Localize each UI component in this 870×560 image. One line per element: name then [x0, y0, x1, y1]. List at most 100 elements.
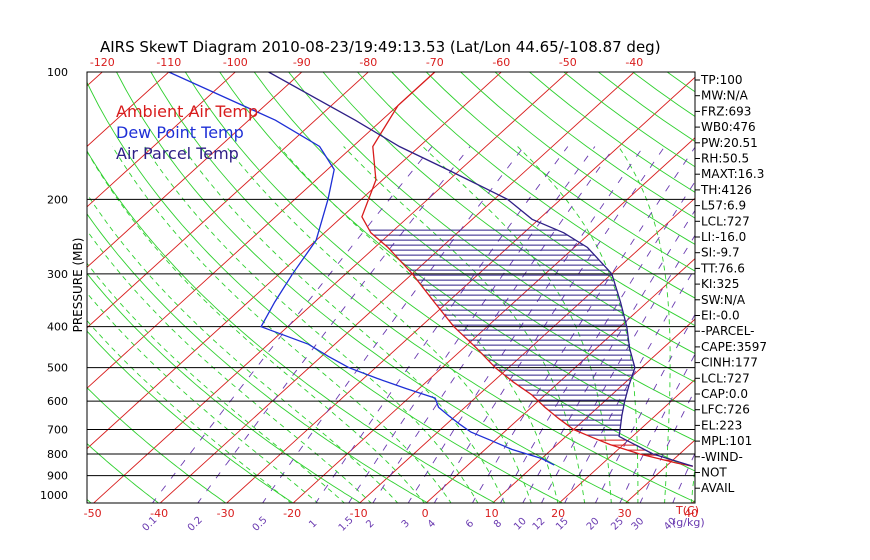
mixing-ratio-tick-label: 12 — [531, 516, 548, 533]
moist-adiabat-line — [87, 150, 425, 503]
chart-title: AIRS SkewT Diagram 2010-08-23/19:49:13.5… — [100, 38, 661, 56]
dry-adiabat-line — [87, 81, 564, 503]
stat-label: LCL:727 — [701, 371, 750, 385]
isotherm-line — [292, 137, 695, 503]
isotherm-line — [87, 72, 303, 268]
stat-label: RH:50.5 — [701, 152, 749, 166]
dry-adiabat-line — [219, 72, 695, 442]
stat-label: CAP:0.0 — [701, 387, 748, 401]
dry-adiabat-line — [460, 72, 695, 245]
dew-point-temp-line — [168, 72, 555, 466]
top-temperature-tick-label: -100 — [223, 56, 248, 69]
pressure-tick-label: 100 — [47, 66, 68, 79]
bottom-axis-unit: T(C) — [675, 504, 699, 517]
isotherm-line — [87, 72, 170, 147]
pressure-tick-label: 200 — [47, 193, 68, 206]
mixing-ratio-tick-label: 1 — [307, 518, 319, 530]
dry-adiabat-line — [87, 387, 227, 503]
pressure-tick-label: 900 — [47, 470, 68, 483]
isotherm-line — [159, 72, 635, 503]
dry-adiabat-line — [666, 72, 695, 93]
bottom-temperature-tick-label: 40 — [684, 507, 698, 520]
stat-label: AVAIL — [701, 481, 735, 495]
bottom-temperature-tick-label: 30 — [618, 507, 632, 520]
moist-adiabat-line — [87, 193, 399, 503]
isotherm-line — [87, 72, 502, 450]
dry-adiabat-line — [288, 72, 695, 383]
bottom-temperature-tick-label: -40 — [150, 507, 168, 520]
top-temperature-tick-label: -50 — [559, 56, 577, 69]
plot-frame — [86, 71, 696, 504]
dry-adiabat-line — [150, 72, 695, 503]
stat-label: WB0:476 — [701, 120, 756, 134]
bottom-temperature-tick-label: -50 — [84, 507, 102, 520]
stat-label: EI:-0.0 — [701, 309, 740, 323]
isotherm-line — [93, 72, 569, 503]
ambient-air-temp-line — [361, 72, 693, 467]
mixing-ratio-tick-label: 4 — [426, 518, 438, 530]
bottom-temperature-tick-label: -20 — [283, 507, 301, 520]
legend-air-parcel-temp: Air Parcel Temp — [116, 144, 239, 163]
stat-label: MPL:101 — [701, 434, 752, 448]
dry-adiabat-line — [87, 330, 294, 503]
stat-label: FRZ:693 — [701, 104, 751, 118]
top-temperature-tick-label: -80 — [359, 56, 377, 69]
dry-adiabat-line — [322, 72, 695, 355]
isotherm-line — [758, 53, 870, 504]
dry-adiabat-line — [87, 443, 160, 503]
isotherm-line — [558, 378, 695, 503]
pressure-tick-label: 700 — [47, 423, 68, 436]
stat-label: LFC:726 — [701, 403, 750, 417]
isotherm-line — [492, 318, 695, 503]
isotherm-line — [425, 258, 695, 503]
top-temperature-tick-label: -40 — [625, 56, 643, 69]
dry-adiabat-line — [87, 150, 497, 503]
stat-label: NOT — [701, 466, 727, 480]
air-parcel-temp-line — [268, 72, 693, 467]
isotherm-line — [87, 72, 369, 329]
mixing-ratio-tick-label: 2 — [364, 518, 376, 530]
stat-label: TT:76.6 — [700, 261, 745, 275]
mixing-ratio-line — [197, 146, 471, 503]
dry-adiabat-line — [87, 213, 429, 503]
stat-label: -WIND- — [701, 450, 743, 464]
pressure-tick-label: 600 — [47, 395, 68, 408]
bottom-temperature-tick-label: 20 — [551, 507, 565, 520]
top-temperature-tick-label: -90 — [293, 56, 311, 69]
top-temperature-tick-label: -70 — [426, 56, 444, 69]
stat-label: TP:100 — [700, 73, 743, 87]
moist-adiabat-line — [144, 146, 479, 503]
stat-label: SW:N/A — [701, 293, 746, 307]
dry-adiabat-line — [184, 72, 695, 472]
top-temperature-tick-label: -60 — [492, 56, 510, 69]
mixing-ratio-tick-label: 0.5 — [251, 515, 270, 534]
legend-dew-point-temp: Dew Point Temp — [116, 123, 244, 142]
stat-label: PW:20.51 — [701, 136, 758, 150]
stat-label: MW:N/A — [701, 89, 749, 103]
mixing-ratio-tick-label: 10 — [512, 516, 529, 533]
stat-label: -PARCEL- — [701, 324, 755, 338]
mixing-ratio-tick-label: 6 — [464, 518, 476, 530]
dry-adiabat-line — [0, 72, 25, 504]
dry-adiabat-line — [116, 72, 631, 503]
bottom-temperature-tick-label: 0 — [422, 507, 429, 520]
mixing-ratio-line — [672, 452, 695, 503]
top-temperature-tick-label: -120 — [90, 56, 115, 69]
dry-adiabat-line — [391, 72, 695, 299]
stat-label: TH:4126 — [700, 183, 752, 197]
pressure-tick-label: 400 — [47, 321, 68, 334]
dry-adiabat-line — [87, 272, 362, 503]
mixing-ratio-unit: (g/kg) — [672, 516, 705, 529]
mixing-ratio-line — [151, 146, 433, 503]
isotherm-line — [359, 197, 695, 503]
bottom-temperature-tick-label: -10 — [350, 507, 368, 520]
stat-label: LCL:727 — [701, 214, 750, 228]
stat-label: MAXT:16.3 — [701, 167, 764, 181]
stat-label: KI:325 — [701, 277, 739, 291]
stat-label: L57:6.9 — [701, 199, 746, 213]
mixing-ratio-tick-label: 30 — [630, 516, 647, 533]
isotherm-line — [226, 76, 695, 503]
isotherm-line — [824, 53, 870, 504]
legend-ambient-air-temp: Ambient Air Temp — [116, 102, 258, 121]
stat-label: LI:-16.0 — [701, 230, 746, 244]
